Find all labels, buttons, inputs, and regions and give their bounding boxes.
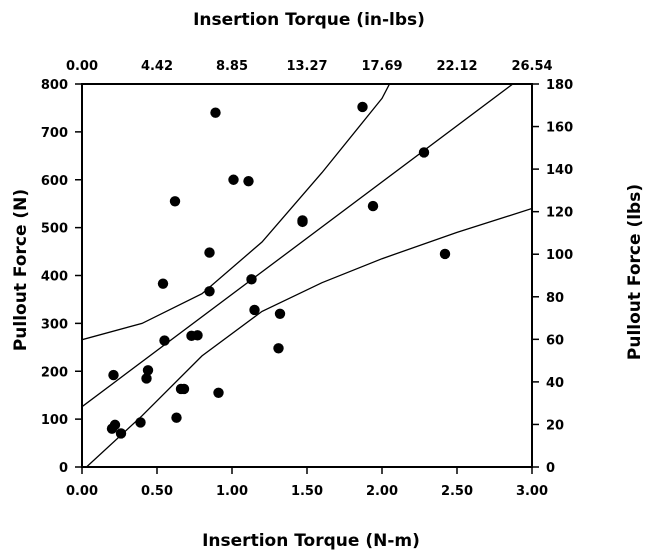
data-point [142,365,154,376]
data-point [135,417,146,428]
bottom-x-tick-labels: 0.00 0.50 1.00 1.50 2.00 2.50 3.00 [66,484,548,499]
x-top-tick-label: 4.42 [141,59,173,74]
y-right-tick-label: 120 [546,206,573,221]
data-point [204,247,215,258]
data-point [243,175,254,187]
x-top-tick-label: 0.00 [66,59,98,74]
data-point [192,330,203,341]
top-x-axis-title: Insertion Torque (in-lbs) [193,10,425,30]
y-tick-label: 500 [41,222,68,237]
left-y-axis-title: Pullout Force (N) [11,189,31,351]
data-point [228,174,239,185]
data-point [367,200,379,212]
data-point [418,147,430,158]
y-tick-label: 100 [41,413,68,428]
x-top-tick-label: 22.12 [436,59,477,74]
data-point [357,101,368,113]
x-tick-label: 0.00 [66,484,98,499]
regression-lines [82,84,532,467]
bottom-x-axis-title: Insertion Torque (N-m) [202,531,420,551]
data-point [178,383,190,395]
data-point [274,308,286,319]
right-y-axis-title: Pullout Force (lbs) [625,184,645,360]
y-tick-label: 600 [41,174,68,189]
data-point [171,412,182,423]
regression-fit-line [82,84,514,408]
y-tick-label: 700 [41,126,68,141]
data-point [439,248,451,260]
lower-confidence-line [86,207,532,467]
y-right-tick-label: 40 [546,376,564,391]
y-right-tick-label: 180 [546,78,573,93]
data-point [210,107,221,118]
y-tick-label: 800 [41,78,68,93]
x-tick-label: 2.50 [441,484,473,499]
data-point [246,274,257,285]
y-right-tick-label: 60 [546,333,564,348]
x-top-tick-label: 13.27 [286,59,327,74]
data-point [204,286,215,297]
upper-confidence-line [82,84,391,341]
top-x-tick-labels: 0.00 4.42 8.85 13.27 17.69 22.12 26.54 [66,59,553,74]
y-right-tick-label: 0 [546,461,555,476]
y-tick-label: 400 [41,270,68,285]
x-top-tick-label: 8.85 [216,59,248,74]
y-tick-label: 0 [59,461,68,476]
data-point [141,373,152,384]
y-right-tick-label: 160 [546,121,573,136]
data-point [159,335,170,346]
tick-marks [75,83,539,474]
y-right-tick-label: 20 [546,418,564,433]
data-point [108,369,119,381]
y-tick-label: 300 [41,317,68,332]
data-point [169,196,181,207]
data-point [249,304,260,316]
y-tick-label: 200 [41,365,68,380]
x-tick-label: 1.50 [291,484,323,499]
x-tick-label: 1.00 [216,484,248,499]
x-top-tick-label: 26.54 [511,59,552,74]
data-point [297,216,308,228]
x-tick-label: 0.50 [141,484,173,499]
data-point [157,278,169,289]
x-tick-label: 3.00 [516,484,548,499]
data-points [106,101,451,439]
data-point [109,419,121,431]
x-top-tick-label: 17.69 [361,59,402,74]
right-y-tick-labels: 0 20 40 60 80 100 120 140 160 180 [546,78,573,476]
left-y-tick-labels: 0 100 200 300 400 500 600 700 800 [41,78,68,476]
data-point [115,428,127,439]
data-point [213,387,224,398]
x-tick-label: 2.00 [366,484,398,499]
y-right-tick-label: 140 [546,163,573,178]
y-right-tick-label: 100 [546,248,573,263]
plot-frame [81,83,533,468]
data-point [273,343,284,354]
y-right-tick-label: 80 [546,291,564,306]
